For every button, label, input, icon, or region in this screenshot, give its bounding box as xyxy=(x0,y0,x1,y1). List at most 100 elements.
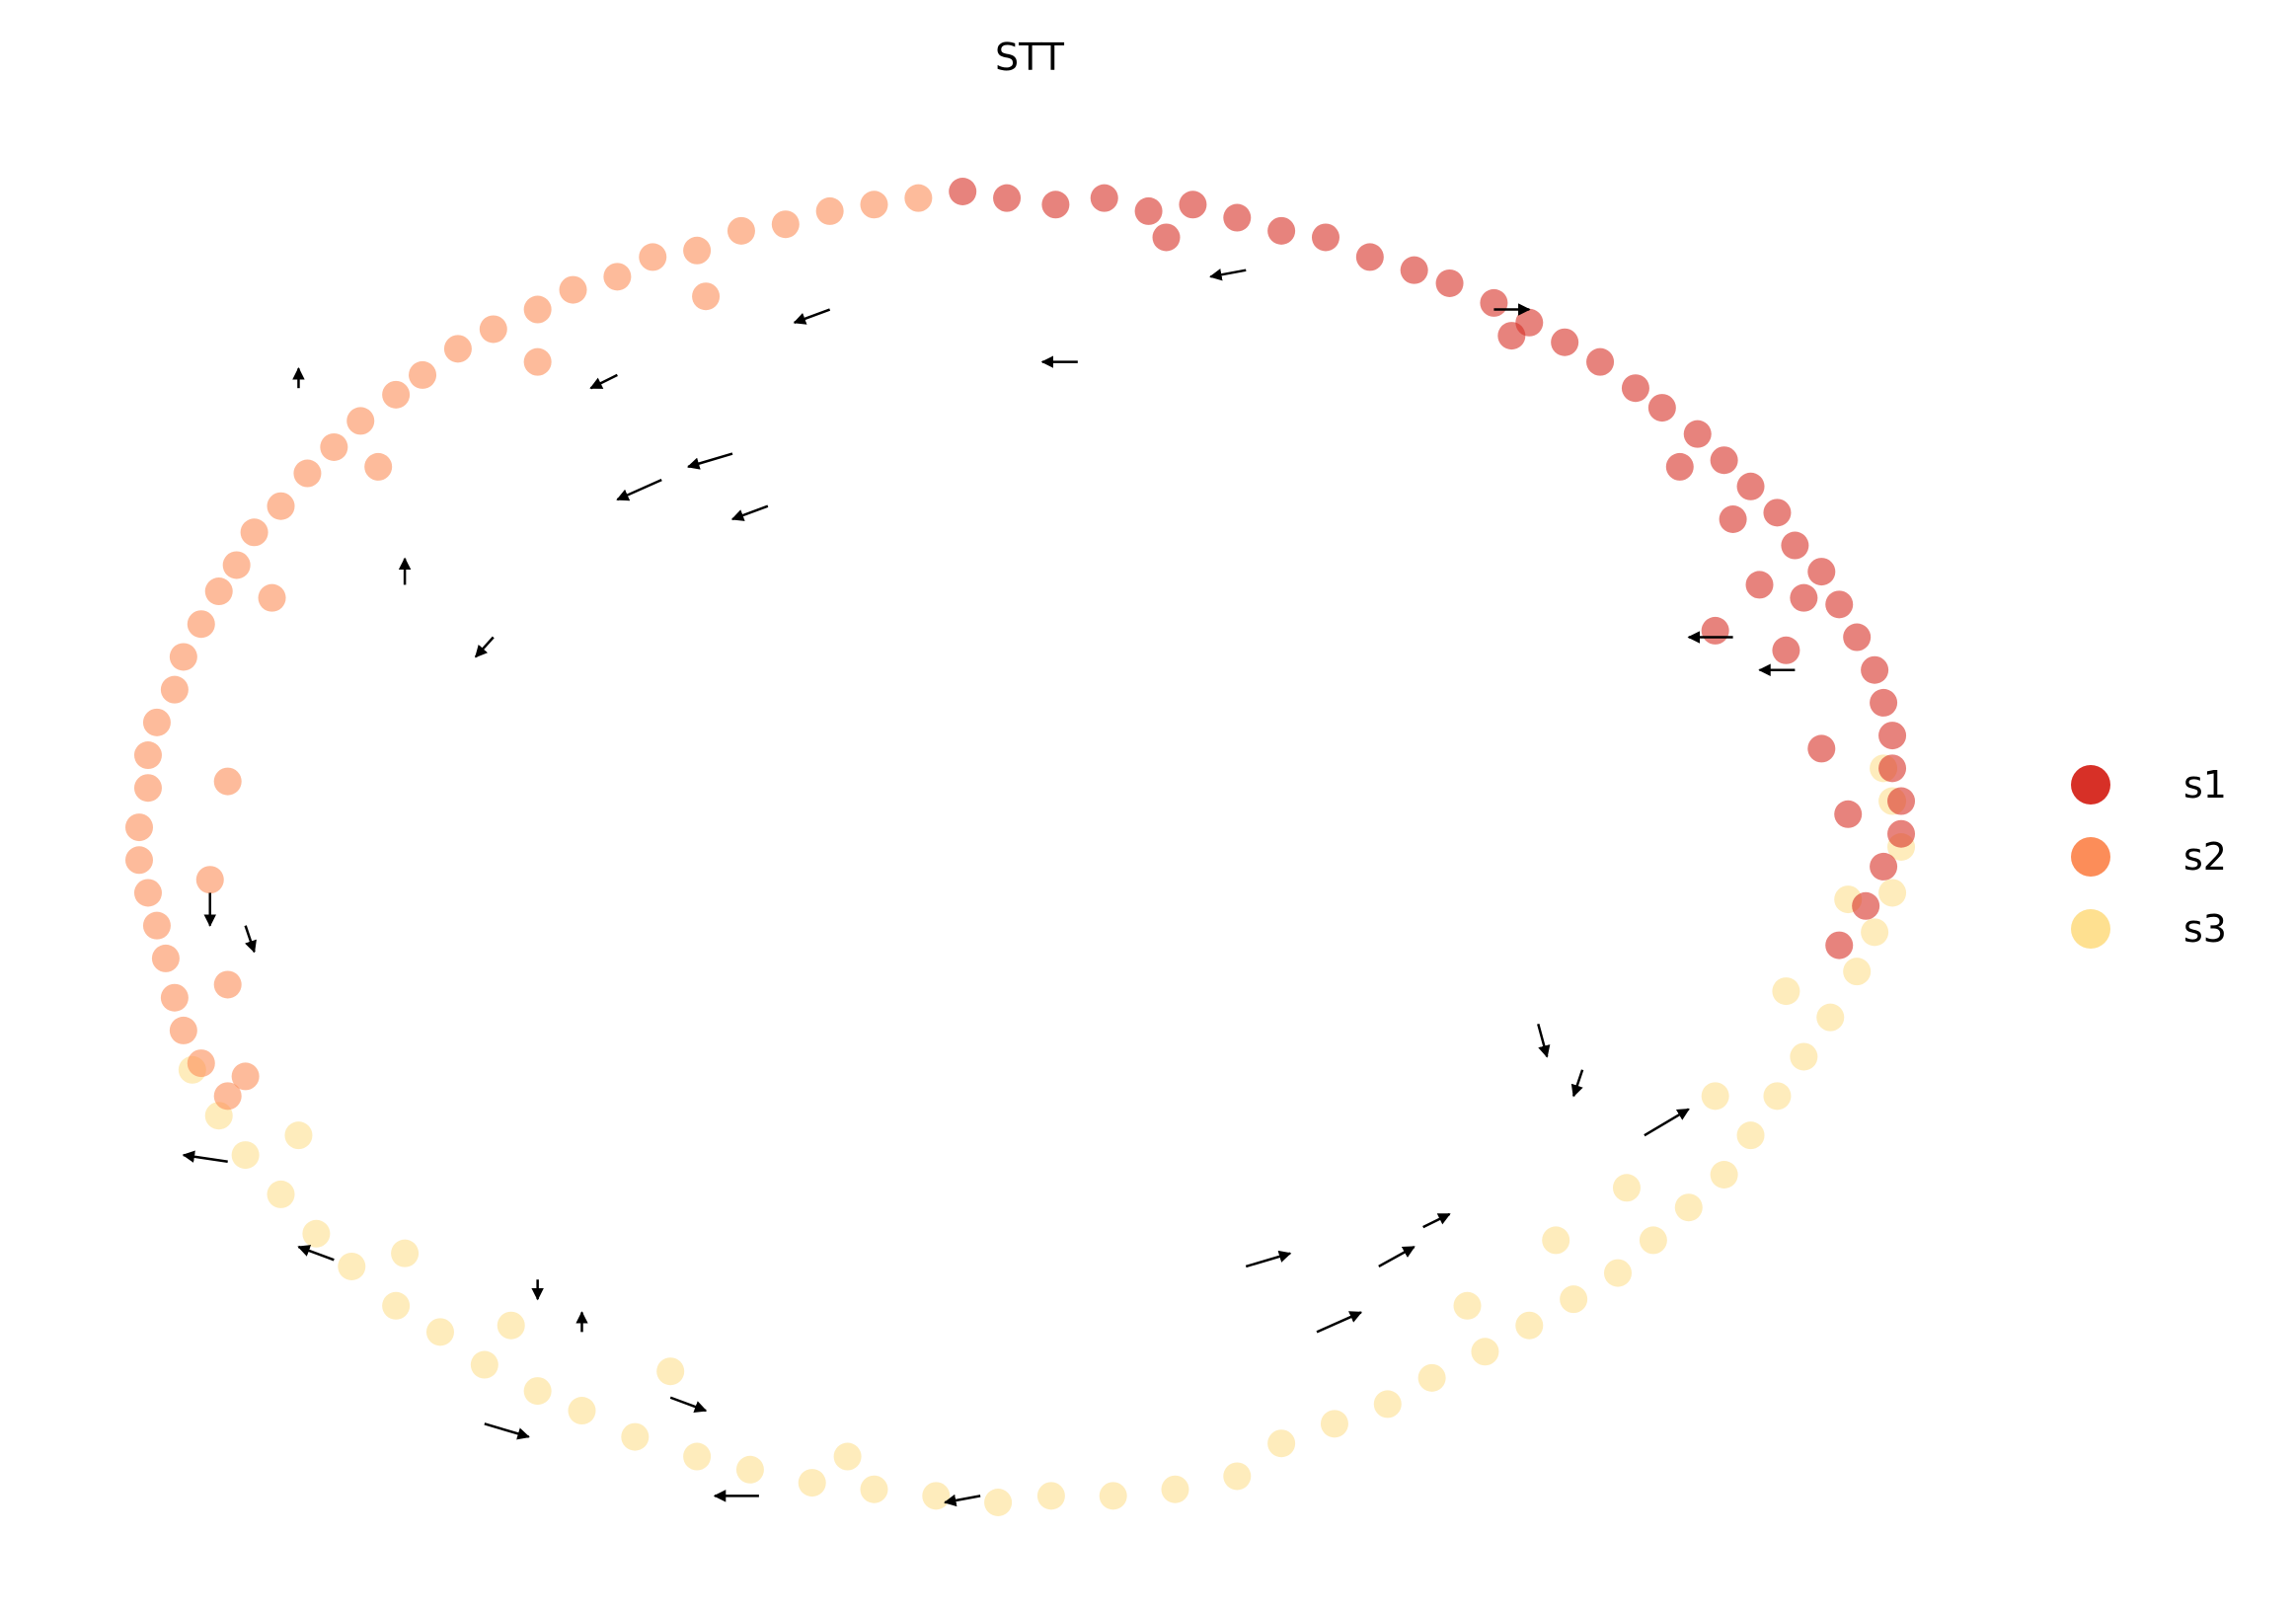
point-s2 xyxy=(443,335,472,363)
point-s1 xyxy=(1870,852,1898,881)
point-s2 xyxy=(815,196,844,225)
point-s3 xyxy=(1612,1174,1641,1202)
velocity-arrow xyxy=(1378,1245,1416,1268)
point-s1 xyxy=(1719,505,1747,533)
point-s2 xyxy=(222,551,251,579)
point-s1 xyxy=(1435,269,1464,297)
point-s1 xyxy=(1772,636,1800,664)
point-s1 xyxy=(1647,394,1676,422)
point-s2 xyxy=(382,380,411,409)
velocity-arrow xyxy=(1316,1311,1363,1334)
velocity-arrow xyxy=(686,452,733,470)
point-s2 xyxy=(125,813,153,842)
point-s1 xyxy=(1665,452,1694,481)
point-s3 xyxy=(1373,1390,1402,1419)
point-s3 xyxy=(1674,1193,1703,1222)
point-s3 xyxy=(1560,1285,1588,1314)
point-s2 xyxy=(133,774,162,803)
velocity-arrow xyxy=(944,1494,981,1507)
legend-item-s1[interactable]: s1 xyxy=(2071,748,2227,820)
velocity-arrows-layer xyxy=(182,269,1796,1507)
point-s2 xyxy=(133,741,162,770)
point-s2 xyxy=(231,1062,260,1091)
point-s3 xyxy=(922,1482,951,1510)
point-s2 xyxy=(692,282,721,311)
point-s3 xyxy=(497,1311,525,1340)
point-s2 xyxy=(320,432,348,461)
point-s2 xyxy=(603,263,632,291)
velocity-arrow xyxy=(297,1245,335,1262)
point-s2 xyxy=(258,583,286,612)
legend-marker-s3 xyxy=(2071,908,2110,949)
point-s3 xyxy=(425,1318,454,1346)
point-s2 xyxy=(683,236,712,265)
point-s1 xyxy=(1781,531,1809,560)
point-s1 xyxy=(1497,322,1526,350)
point-s1 xyxy=(1152,223,1181,252)
point-s3 xyxy=(231,1141,260,1170)
point-s3 xyxy=(302,1219,331,1248)
point-s1 xyxy=(1090,184,1118,212)
point-s1 xyxy=(1870,688,1898,717)
point-s3 xyxy=(1099,1482,1127,1510)
point-s3 xyxy=(1161,1475,1189,1503)
point-s3 xyxy=(1861,918,1889,947)
point-s3 xyxy=(984,1489,1013,1516)
point-s3 xyxy=(1763,1082,1792,1111)
velocity-arrow xyxy=(1644,1108,1690,1137)
point-s2 xyxy=(151,944,180,972)
point-s3 xyxy=(470,1350,498,1379)
point-s2 xyxy=(160,983,189,1012)
point-s1 xyxy=(1745,571,1774,599)
point-s1 xyxy=(1179,191,1207,219)
point-s2 xyxy=(213,970,242,999)
point-s1 xyxy=(1887,787,1916,815)
point-s2 xyxy=(195,866,224,894)
point-s3 xyxy=(1542,1226,1570,1255)
point-s2 xyxy=(267,492,295,520)
point-s1 xyxy=(1825,931,1854,960)
point-s1 xyxy=(1041,191,1070,219)
legend-label: s1 xyxy=(2183,762,2227,806)
point-s3 xyxy=(735,1455,764,1484)
point-s3 xyxy=(523,1377,552,1406)
point-s3 xyxy=(1639,1226,1667,1255)
point-s3 xyxy=(1701,1082,1729,1111)
point-s2 xyxy=(187,610,215,639)
point-s2 xyxy=(904,184,933,212)
point-s2 xyxy=(169,1016,197,1044)
point-s2 xyxy=(142,911,171,940)
velocity-arrow xyxy=(474,636,495,658)
velocity-arrow xyxy=(484,1422,530,1440)
point-s3 xyxy=(267,1180,295,1208)
legend-item-s2[interactable]: s2 xyxy=(2071,820,2227,892)
chart-title: STT xyxy=(995,36,1064,79)
point-s2 xyxy=(523,347,552,376)
point-s1 xyxy=(1807,558,1836,586)
point-s3 xyxy=(1603,1259,1632,1287)
point-s2 xyxy=(160,675,189,704)
legend-marker-s1 xyxy=(2071,764,2110,805)
point-s3 xyxy=(833,1442,862,1471)
point-s1 xyxy=(1311,223,1339,252)
point-s1 xyxy=(1355,243,1384,271)
point-s3 xyxy=(1772,977,1800,1006)
velocity-arrow xyxy=(1537,1023,1551,1058)
point-s3 xyxy=(391,1239,420,1267)
point-s2 xyxy=(771,210,800,239)
point-s1 xyxy=(1586,347,1615,376)
point-s1 xyxy=(1861,655,1889,684)
point-s2 xyxy=(559,275,587,304)
point-s3 xyxy=(1320,1410,1348,1438)
legend-label: s3 xyxy=(2183,906,2227,951)
point-s1 xyxy=(1480,288,1508,317)
point-s2 xyxy=(639,243,667,271)
point-s3 xyxy=(1223,1462,1252,1491)
point-s1 xyxy=(1834,800,1863,828)
point-s1 xyxy=(1701,616,1729,645)
point-s1 xyxy=(993,184,1022,212)
legend-item-s3[interactable]: s3 xyxy=(2071,892,2227,964)
point-s2 xyxy=(169,643,197,671)
point-s2 xyxy=(293,459,322,488)
point-s1 xyxy=(1843,623,1872,652)
